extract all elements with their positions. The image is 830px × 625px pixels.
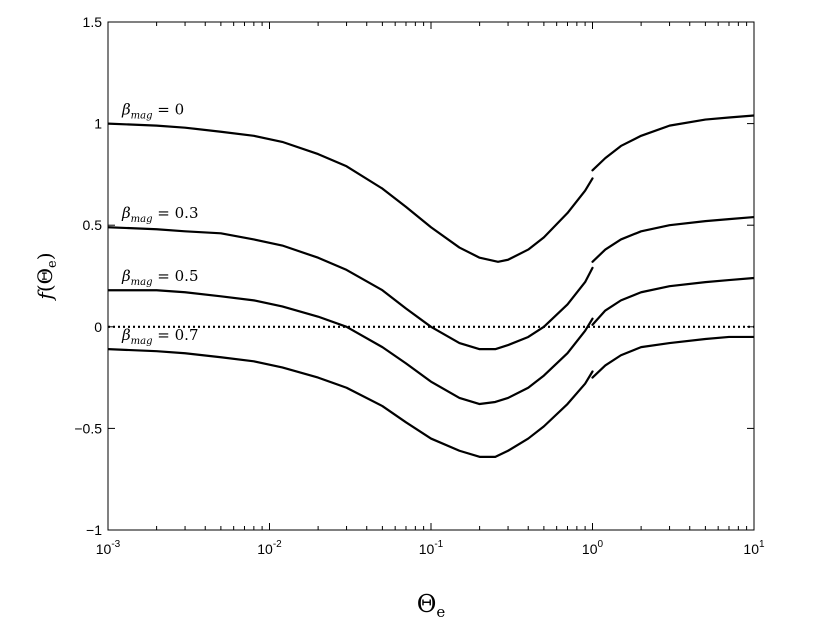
x-tick-label: 10-2 bbox=[257, 539, 282, 557]
curve-label-0: βmag = 0 bbox=[121, 101, 184, 122]
ticks-layer bbox=[107, 21, 755, 531]
y-axis-label: f(Θe) bbox=[33, 252, 60, 301]
plot-frame bbox=[107, 21, 755, 531]
y-tick-label: 0.5 bbox=[83, 217, 103, 233]
y-tick-label: −0.5 bbox=[74, 420, 102, 436]
x-tick-label: 100 bbox=[582, 539, 604, 557]
curve-label-3: βmag = 0.7 bbox=[121, 326, 199, 347]
x-tick-label: 10-1 bbox=[419, 539, 444, 557]
x-tick-label: 101 bbox=[743, 539, 765, 557]
curve-label-1: βmag = 0.3 bbox=[121, 204, 199, 225]
tick-labels-layer: 10-3 10-2 10-1 100 101 −1 −0.5 0 0.5 1 1.5 bbox=[74, 14, 765, 557]
curve-label-2: βmag = 0.5 bbox=[121, 267, 199, 288]
y-tick-label: 1.5 bbox=[83, 14, 103, 30]
x-axis-label: Θe bbox=[417, 590, 446, 621]
curves-layer bbox=[108, 114, 754, 458]
series-line-1-right bbox=[591, 215, 754, 263]
series-line-1-left bbox=[108, 226, 594, 351]
series-line-2-left bbox=[108, 289, 594, 406]
y-tick-label: 1 bbox=[94, 116, 102, 132]
series-line-0-right bbox=[591, 114, 754, 172]
curve-labels-layer: βmag = 0 βmag = 0.3 βmag = 0.5 βmag = 0.7 bbox=[121, 101, 199, 348]
y-tick-label: −1 bbox=[86, 522, 102, 538]
series-line-0-left bbox=[108, 122, 594, 263]
y-tick-label: 0 bbox=[94, 319, 102, 335]
series-line-3-right bbox=[591, 335, 754, 379]
x-tick-label: 10-3 bbox=[96, 539, 121, 557]
series-line-2-right bbox=[591, 276, 754, 326]
series-line-3-left bbox=[108, 348, 594, 458]
